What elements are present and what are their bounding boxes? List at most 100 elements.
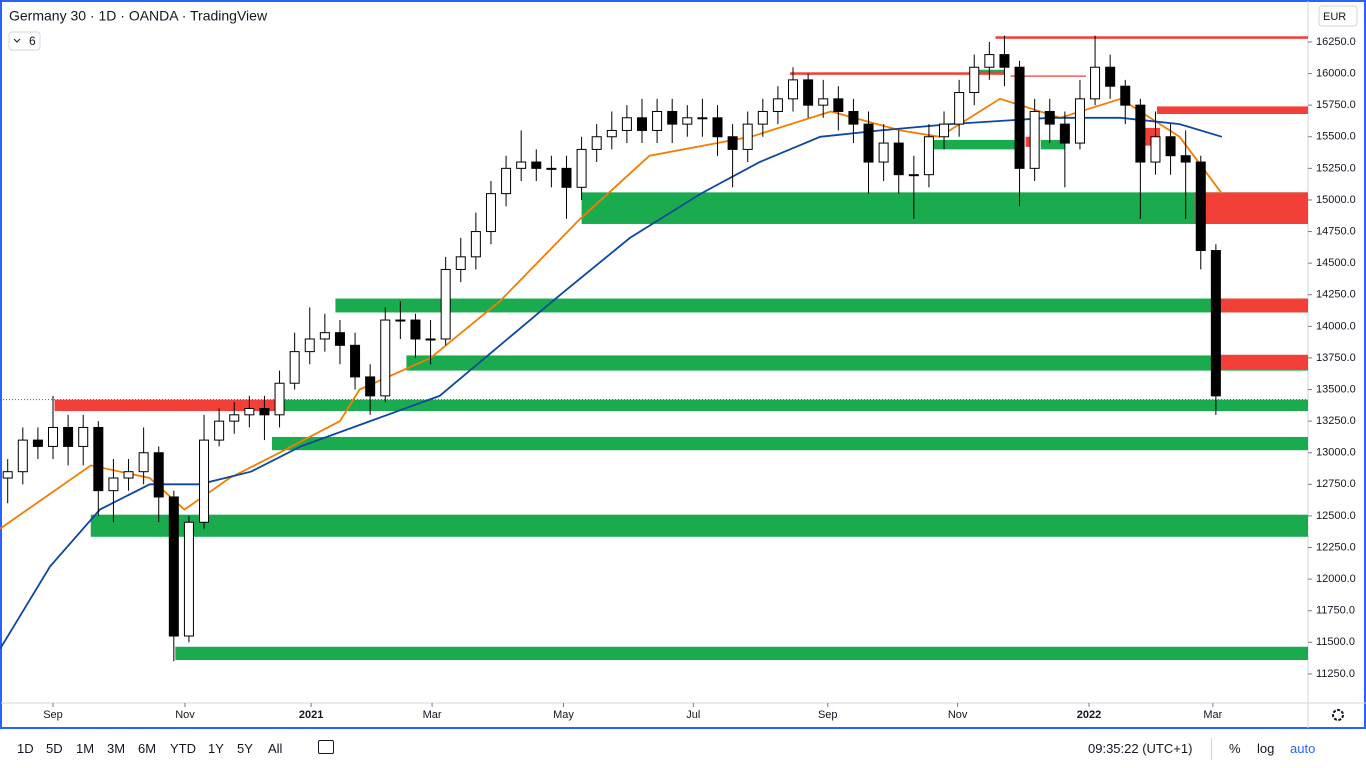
range-button[interactable]: 5Y: [237, 741, 253, 756]
range-button[interactable]: 3M: [107, 741, 126, 756]
candle-body: [78, 426, 89, 447]
range-button[interactable]: 1M: [76, 741, 95, 756]
candle-body: [712, 117, 723, 138]
scale-option[interactable]: %: [1229, 741, 1241, 756]
x-tick-label: Sep: [43, 709, 63, 721]
range-button[interactable]: YTD: [170, 741, 196, 756]
candle-body: [410, 319, 421, 340]
zone: [175, 646, 1309, 661]
zone: [928, 139, 1017, 150]
candle-body: [576, 148, 587, 188]
candle-body: [470, 231, 481, 258]
zone: [1010, 75, 1086, 77]
y-tick-label: 15750.0: [1316, 99, 1356, 111]
candle-body: [244, 408, 255, 416]
clock: 09:35:22 (UTC+1): [1088, 741, 1193, 756]
candle-body: [214, 420, 225, 441]
candle-body: [304, 338, 315, 353]
chevron-icon: [13, 38, 21, 43]
candle-body: [516, 161, 527, 169]
candle-body: [621, 117, 632, 131]
indicator-count: 6: [29, 34, 36, 48]
zone: [54, 399, 277, 412]
x-tick-label: Sep: [818, 709, 838, 721]
zone: [335, 298, 1309, 313]
candle-body: [697, 117, 708, 120]
candle-body: [183, 521, 194, 637]
separator: [1211, 738, 1212, 760]
candle-body: [833, 98, 844, 112]
candle-body: [259, 408, 270, 416]
candle-body: [863, 123, 874, 163]
candle-body: [531, 161, 542, 169]
y-tick-label: 14250.0: [1316, 289, 1356, 301]
candle-body: [17, 439, 28, 473]
zone: [1156, 106, 1308, 115]
y-tick-label: 13250.0: [1316, 415, 1356, 427]
candle-body: [878, 142, 889, 163]
candle-body: [893, 142, 904, 176]
y-tick-label: 13750.0: [1316, 352, 1356, 364]
candle-body: [939, 123, 950, 138]
scale-option[interactable]: auto: [1290, 741, 1316, 756]
candle-body: [123, 471, 134, 479]
zone: [1220, 354, 1308, 370]
candle-body: [908, 174, 919, 177]
candle-body: [229, 414, 240, 422]
chart: Germany 30 · 1D · OANDA · TradingView 6 …: [0, 0, 1366, 729]
y-tick-label: 14500.0: [1316, 257, 1356, 269]
candle-body: [1059, 123, 1070, 144]
y-tick-label: 12750.0: [1316, 478, 1356, 490]
indicator-toggle[interactable]: [8, 31, 41, 51]
x-tick-label: Nov: [175, 709, 195, 721]
y-tick-label: 14750.0: [1316, 225, 1356, 237]
chart-title: Germany 30 · 1D · OANDA · TradingView: [9, 8, 268, 24]
y-tick-label: 16250.0: [1316, 36, 1356, 48]
candle-body: [591, 136, 602, 150]
y-tick-label: 15250.0: [1316, 162, 1356, 174]
candle-body: [1210, 250, 1221, 397]
candle-body: [93, 426, 104, 492]
range-button[interactable]: 1Y: [208, 741, 224, 756]
y-tick-label: 13500.0: [1316, 383, 1356, 395]
y-tick-label: 15500.0: [1316, 131, 1356, 143]
x-tick-label: Mar: [1203, 709, 1222, 721]
x-tick-label: Jul: [686, 709, 700, 721]
range-button[interactable]: 5D: [46, 741, 63, 756]
candle-body: [380, 319, 391, 397]
candle-body: [652, 110, 663, 131]
candle-body: [32, 439, 43, 447]
candle-body: [455, 256, 466, 270]
scale-option[interactable]: log: [1257, 741, 1275, 756]
candle-body: [788, 79, 799, 100]
y-tick-label: 11250.0: [1316, 668, 1355, 680]
x-tick-label: Nov: [948, 709, 968, 721]
candle-body: [48, 426, 59, 447]
currency-button[interactable]: [1318, 5, 1358, 27]
candle-body: [772, 98, 783, 112]
zone: [406, 355, 1308, 371]
candle-body: [1165, 136, 1176, 157]
y-tick-label: 12000.0: [1316, 573, 1356, 585]
range-button[interactable]: 6M: [138, 741, 157, 756]
bottom-toolbar: 09:35:22 (UTC+1) 1D 5D 1M 3M 6M YTD 1Y 5Y All% lo…: [0, 730, 1366, 768]
zone: [1194, 192, 1308, 224]
zone: [90, 514, 1308, 537]
range-button[interactable]: 1D: [17, 741, 34, 756]
range-button[interactable]: All: [268, 741, 283, 756]
candle-body: [546, 167, 557, 170]
settings-icon[interactable]: [1332, 709, 1344, 721]
y-tick-label: 13000.0: [1316, 447, 1356, 459]
candle-body: [1195, 161, 1206, 252]
candle-body: [199, 439, 210, 523]
x-tick-label: May: [553, 709, 574, 721]
compare-icon[interactable]: [318, 740, 334, 754]
candle-body: [606, 129, 617, 138]
frame: [0, 0, 1366, 729]
candle-body: [168, 496, 179, 637]
candle-body: [1090, 66, 1101, 100]
zone: [282, 399, 1309, 412]
zone: [1212, 298, 1308, 313]
candle-body: [138, 452, 149, 473]
